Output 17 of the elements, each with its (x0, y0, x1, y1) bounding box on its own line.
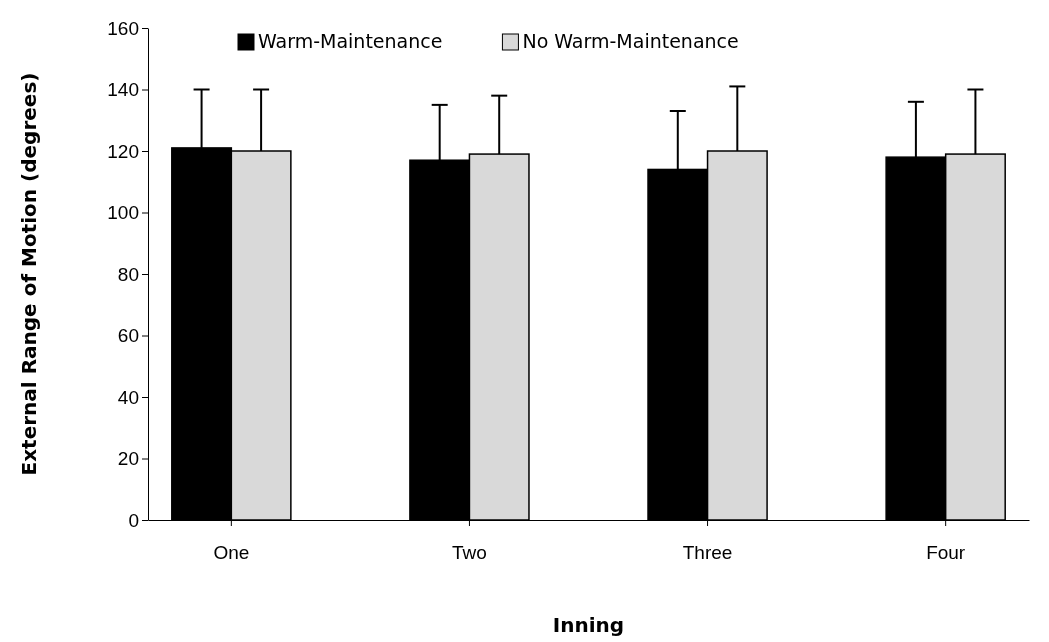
legend-label: Warm-Maintenance (258, 30, 443, 52)
legend-label: No Warm-Maintenance (522, 30, 739, 52)
y-tick-label: 140 (107, 79, 139, 101)
y-tick-label: 20 (117, 448, 139, 470)
y-tick-label: 60 (117, 325, 139, 347)
y-tick-label: 80 (117, 263, 139, 285)
x-tick-label: One (213, 542, 250, 564)
y-tick-label: 120 (107, 140, 139, 162)
y-tick-label: 160 (107, 17, 139, 39)
y-axis-title: External Range of Motion (degrees) (17, 72, 41, 476)
x-tick-label: Two (452, 542, 487, 564)
y-tick-label: 0 (128, 509, 139, 531)
x-tick-label: Three (682, 542, 733, 564)
x-axis-title: Inning (552, 613, 625, 637)
x-tick-label: Four (926, 542, 966, 564)
y-tick-label: 100 (107, 202, 139, 224)
y-tick-label: 40 (117, 386, 139, 408)
